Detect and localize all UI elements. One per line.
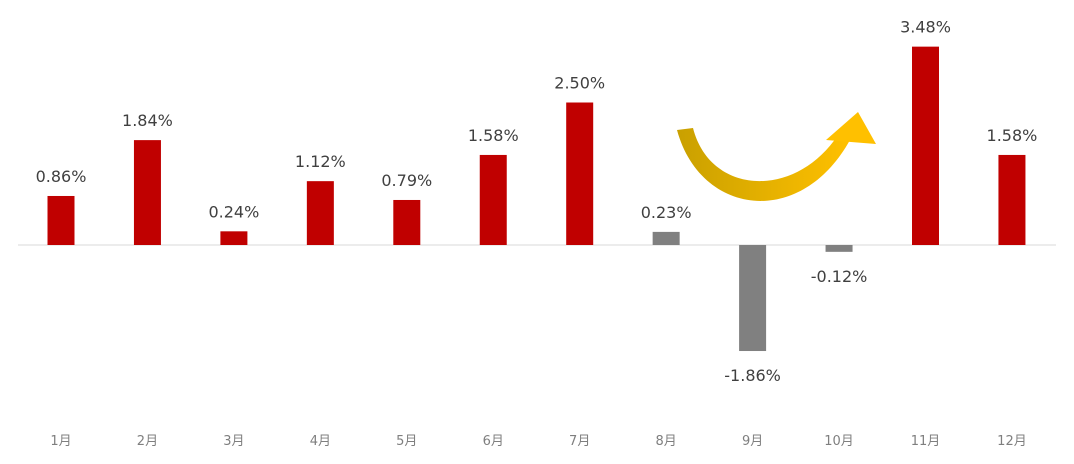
bar [220,231,248,245]
x-tick-label: 7月 [569,434,590,449]
value-label: 0.86% [36,167,87,186]
value-label: 0.79% [381,171,432,190]
x-tick-label: 4月 [310,434,331,449]
value-label: 1.84% [122,111,173,130]
value-label: 3.48% [900,18,951,37]
x-tick-label: 8月 [656,434,677,449]
bar [912,46,939,245]
bar [133,140,161,245]
bar [393,199,421,245]
x-tick-label: 11月 [911,434,941,449]
arrow [677,112,876,201]
bar [479,154,507,245]
value-label: 1.58% [987,126,1038,145]
bar [739,245,767,352]
value-label: 0.23% [641,203,692,222]
x-tick-label: 9月 [742,434,763,449]
value-label: 2.50% [554,74,605,93]
bar [306,181,334,245]
value-label: -0.12% [811,267,868,286]
value-label: -1.86% [724,366,781,385]
x-tick-label: 3月 [223,434,244,449]
value-label: 1.12% [295,152,346,171]
x-tick-label: 12月 [997,434,1027,449]
bar [652,231,680,245]
value-label: 0.24% [208,202,259,221]
bar [825,245,853,252]
bar [998,154,1026,245]
value-label: 1.58% [468,126,519,145]
x-tick-label: 6月 [483,434,504,449]
bar [47,195,75,245]
x-tick-label: 5月 [396,434,417,449]
x-tick-label: 1月 [50,434,71,449]
bar [566,102,594,245]
x-tick-label: 10月 [824,434,854,449]
x-tick-label: 2月 [137,434,158,449]
